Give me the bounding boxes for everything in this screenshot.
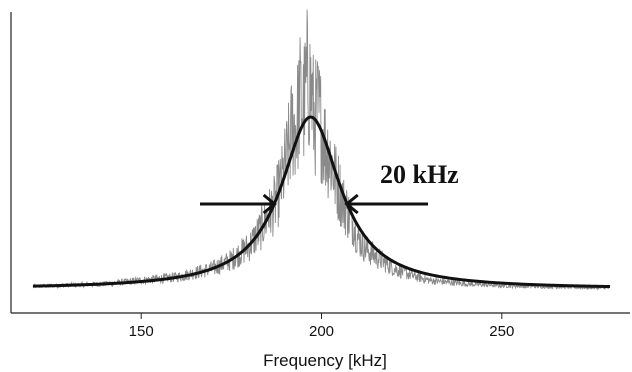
left-fwhm-arrow-head	[262, 193, 277, 215]
right-fwhm-arrow-head	[344, 193, 359, 215]
measured-spectrum-line	[32, 9, 611, 291]
x-ticks: 150 200 250	[129, 313, 514, 340]
annotation-layer: 20 kHz	[200, 160, 459, 215]
fwhm-label: 20 kHz	[380, 160, 459, 189]
x-tick-label: 250	[489, 323, 514, 340]
x-axis-title: Frequency [kHz]	[263, 351, 387, 370]
x-tick-label: 200	[309, 323, 334, 340]
lorentzian-fit-line	[32, 115, 611, 289]
series-layer	[32, 9, 611, 291]
x-tick-label: 150	[129, 323, 154, 340]
axes: 150 200 250	[10, 12, 630, 340]
